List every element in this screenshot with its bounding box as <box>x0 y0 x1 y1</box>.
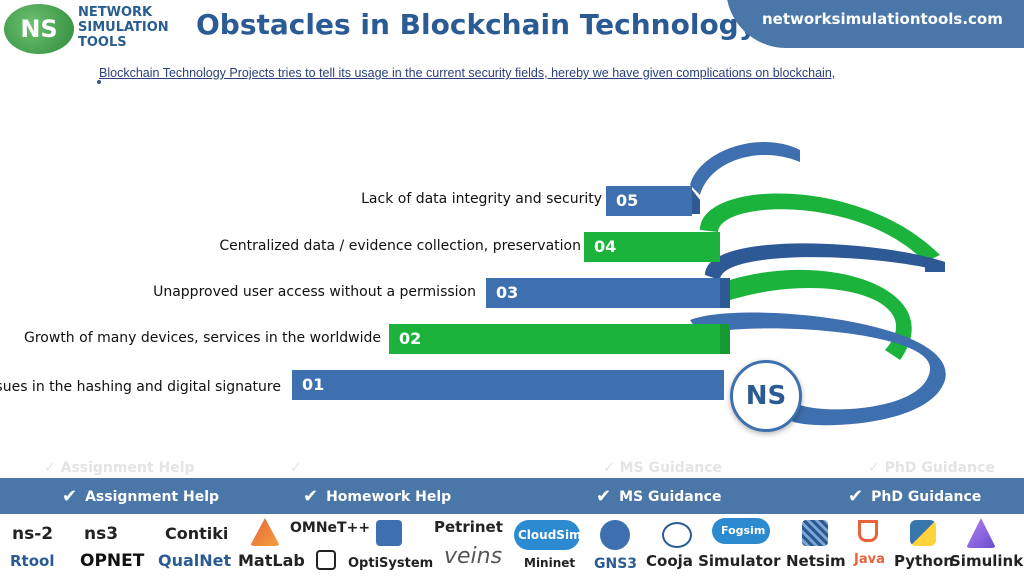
optisystem-icon <box>376 520 402 546</box>
ms-guidance-link[interactable]: ✔ MS Guidance <box>596 486 721 507</box>
gns3-icon <box>600 520 630 550</box>
step-bar-05: 05 <box>606 186 692 216</box>
tool-logos-strip: ns-2 ns3 Contiki OMNeT++ Petrinet CloudS… <box>0 514 1024 576</box>
tool-cooja: Cooja Simulator <box>646 552 781 570</box>
check-icon: ✔ <box>303 486 319 507</box>
homework-help-label: Homework Help <box>326 488 452 505</box>
tool-veins: veins <box>444 544 503 569</box>
help-ghost-row: ✓ Assignment Help ✓ ✓ MS Guidance ✓ PhD … <box>0 458 1024 478</box>
matlab-icon <box>250 518 280 546</box>
simulink-icon <box>966 518 996 548</box>
netsim-icon <box>802 520 828 546</box>
tool-python: Python <box>894 552 954 570</box>
tool-fogsim: Fogsim <box>721 524 766 537</box>
company-name: NETWORK SIMULATION TOOLS <box>78 5 178 50</box>
ns-center-logo: NS <box>730 360 802 432</box>
tool-matlab: MatLab <box>238 551 305 570</box>
check-icon: ✔ <box>596 486 612 507</box>
step-bar-04: 04 <box>584 232 720 262</box>
step-label-05: Lack of data integrity and security <box>361 191 602 207</box>
subtitle-bullet <box>97 80 101 84</box>
step-number-04: 04 <box>594 237 617 256</box>
python-icon <box>910 520 936 546</box>
page-title: Obstacles in Blockchain Technology <box>196 8 757 41</box>
step-bar-02: 02 <box>389 324 720 354</box>
cloudsim-cloud-icon <box>514 520 580 550</box>
tool-simulink: Simulink <box>950 552 1024 570</box>
java-cup-icon <box>858 520 878 542</box>
homework-help-link[interactable]: ✔ Homework Help <box>303 486 451 507</box>
step-number-05: 05 <box>616 191 639 210</box>
check-icon: ✔ <box>62 486 78 507</box>
ghost-ms-label: MS Guidance <box>619 460 722 476</box>
step-label-02: Growth of many devices, services in the … <box>24 330 381 346</box>
ghost-phd-label: PhD Guidance <box>884 460 995 476</box>
tool-optisystem: OptiSystem <box>348 556 434 571</box>
optisystem-pen-icon <box>316 550 336 570</box>
ghost-homework-check: ✓ <box>290 460 302 476</box>
site-url-link[interactable]: networksimulationtools.com <box>762 10 1003 28</box>
company-name-line-1: NETWORK <box>78 5 153 20</box>
help-bar: ✔ Assignment Help ✔ Homework Help ✔ MS G… <box>0 478 1024 514</box>
tool-cloudsim: CloudSim <box>518 528 582 542</box>
ms-guidance-label: MS Guidance <box>619 488 722 505</box>
cooja-network-icon <box>662 522 692 548</box>
step-label-04: Centralized data / evidence collection, … <box>219 238 581 254</box>
assignment-help-label: Assignment Help <box>85 488 220 505</box>
phd-guidance-label: PhD Guidance <box>871 488 982 505</box>
tool-omnet: OMNeT++ <box>290 520 371 536</box>
site-url-badge <box>726 0 1024 48</box>
ghost-ms: ✓ MS Guidance <box>603 460 722 476</box>
ghost-assignment-label: Assignment Help <box>60 460 195 476</box>
ghost-assignment: ✓ Assignment Help <box>44 460 195 476</box>
tool-ns3: ns3 <box>84 524 119 544</box>
step-label-03: Unapproved user access without a permiss… <box>153 284 476 300</box>
step-bar-03: 03 <box>486 278 720 308</box>
tool-ns2: ns-2 <box>12 524 54 544</box>
tool-netsim: Netsim <box>786 552 846 570</box>
step-number-03: 03 <box>496 283 519 302</box>
step-label-01: Issues in the hashing and digital signat… <box>0 379 281 395</box>
company-name-line-3: TOOLS <box>78 35 127 50</box>
tool-mininet: Mininet <box>524 556 576 570</box>
tool-opnet: OPNET <box>80 551 145 571</box>
tool-java: Java <box>854 552 885 567</box>
check-icon: ✔ <box>848 486 864 507</box>
ghost-phd: ✓ PhD Guidance <box>868 460 995 476</box>
tool-qualnet: QualNet <box>158 551 232 570</box>
tool-rtool: Rtool <box>10 552 55 570</box>
step-bar-01: 01 <box>292 370 724 400</box>
step-number-02: 02 <box>399 329 422 348</box>
company-logo: NS <box>4 4 74 54</box>
phd-guidance-link[interactable]: ✔ PhD Guidance <box>848 486 981 507</box>
tool-gns3: GNS3 <box>594 556 638 572</box>
tool-contiki: Contiki <box>165 524 229 543</box>
subtitle-text: Blockchain Technology Projects tries to … <box>99 66 836 80</box>
tool-petrinet: Petrinet <box>434 518 503 536</box>
step-number-01: 01 <box>302 375 325 394</box>
assignment-help-link[interactable]: ✔ Assignment Help <box>62 486 219 507</box>
fogsim-cloud-icon <box>712 518 770 544</box>
company-name-line-2: SIMULATION <box>78 20 169 35</box>
